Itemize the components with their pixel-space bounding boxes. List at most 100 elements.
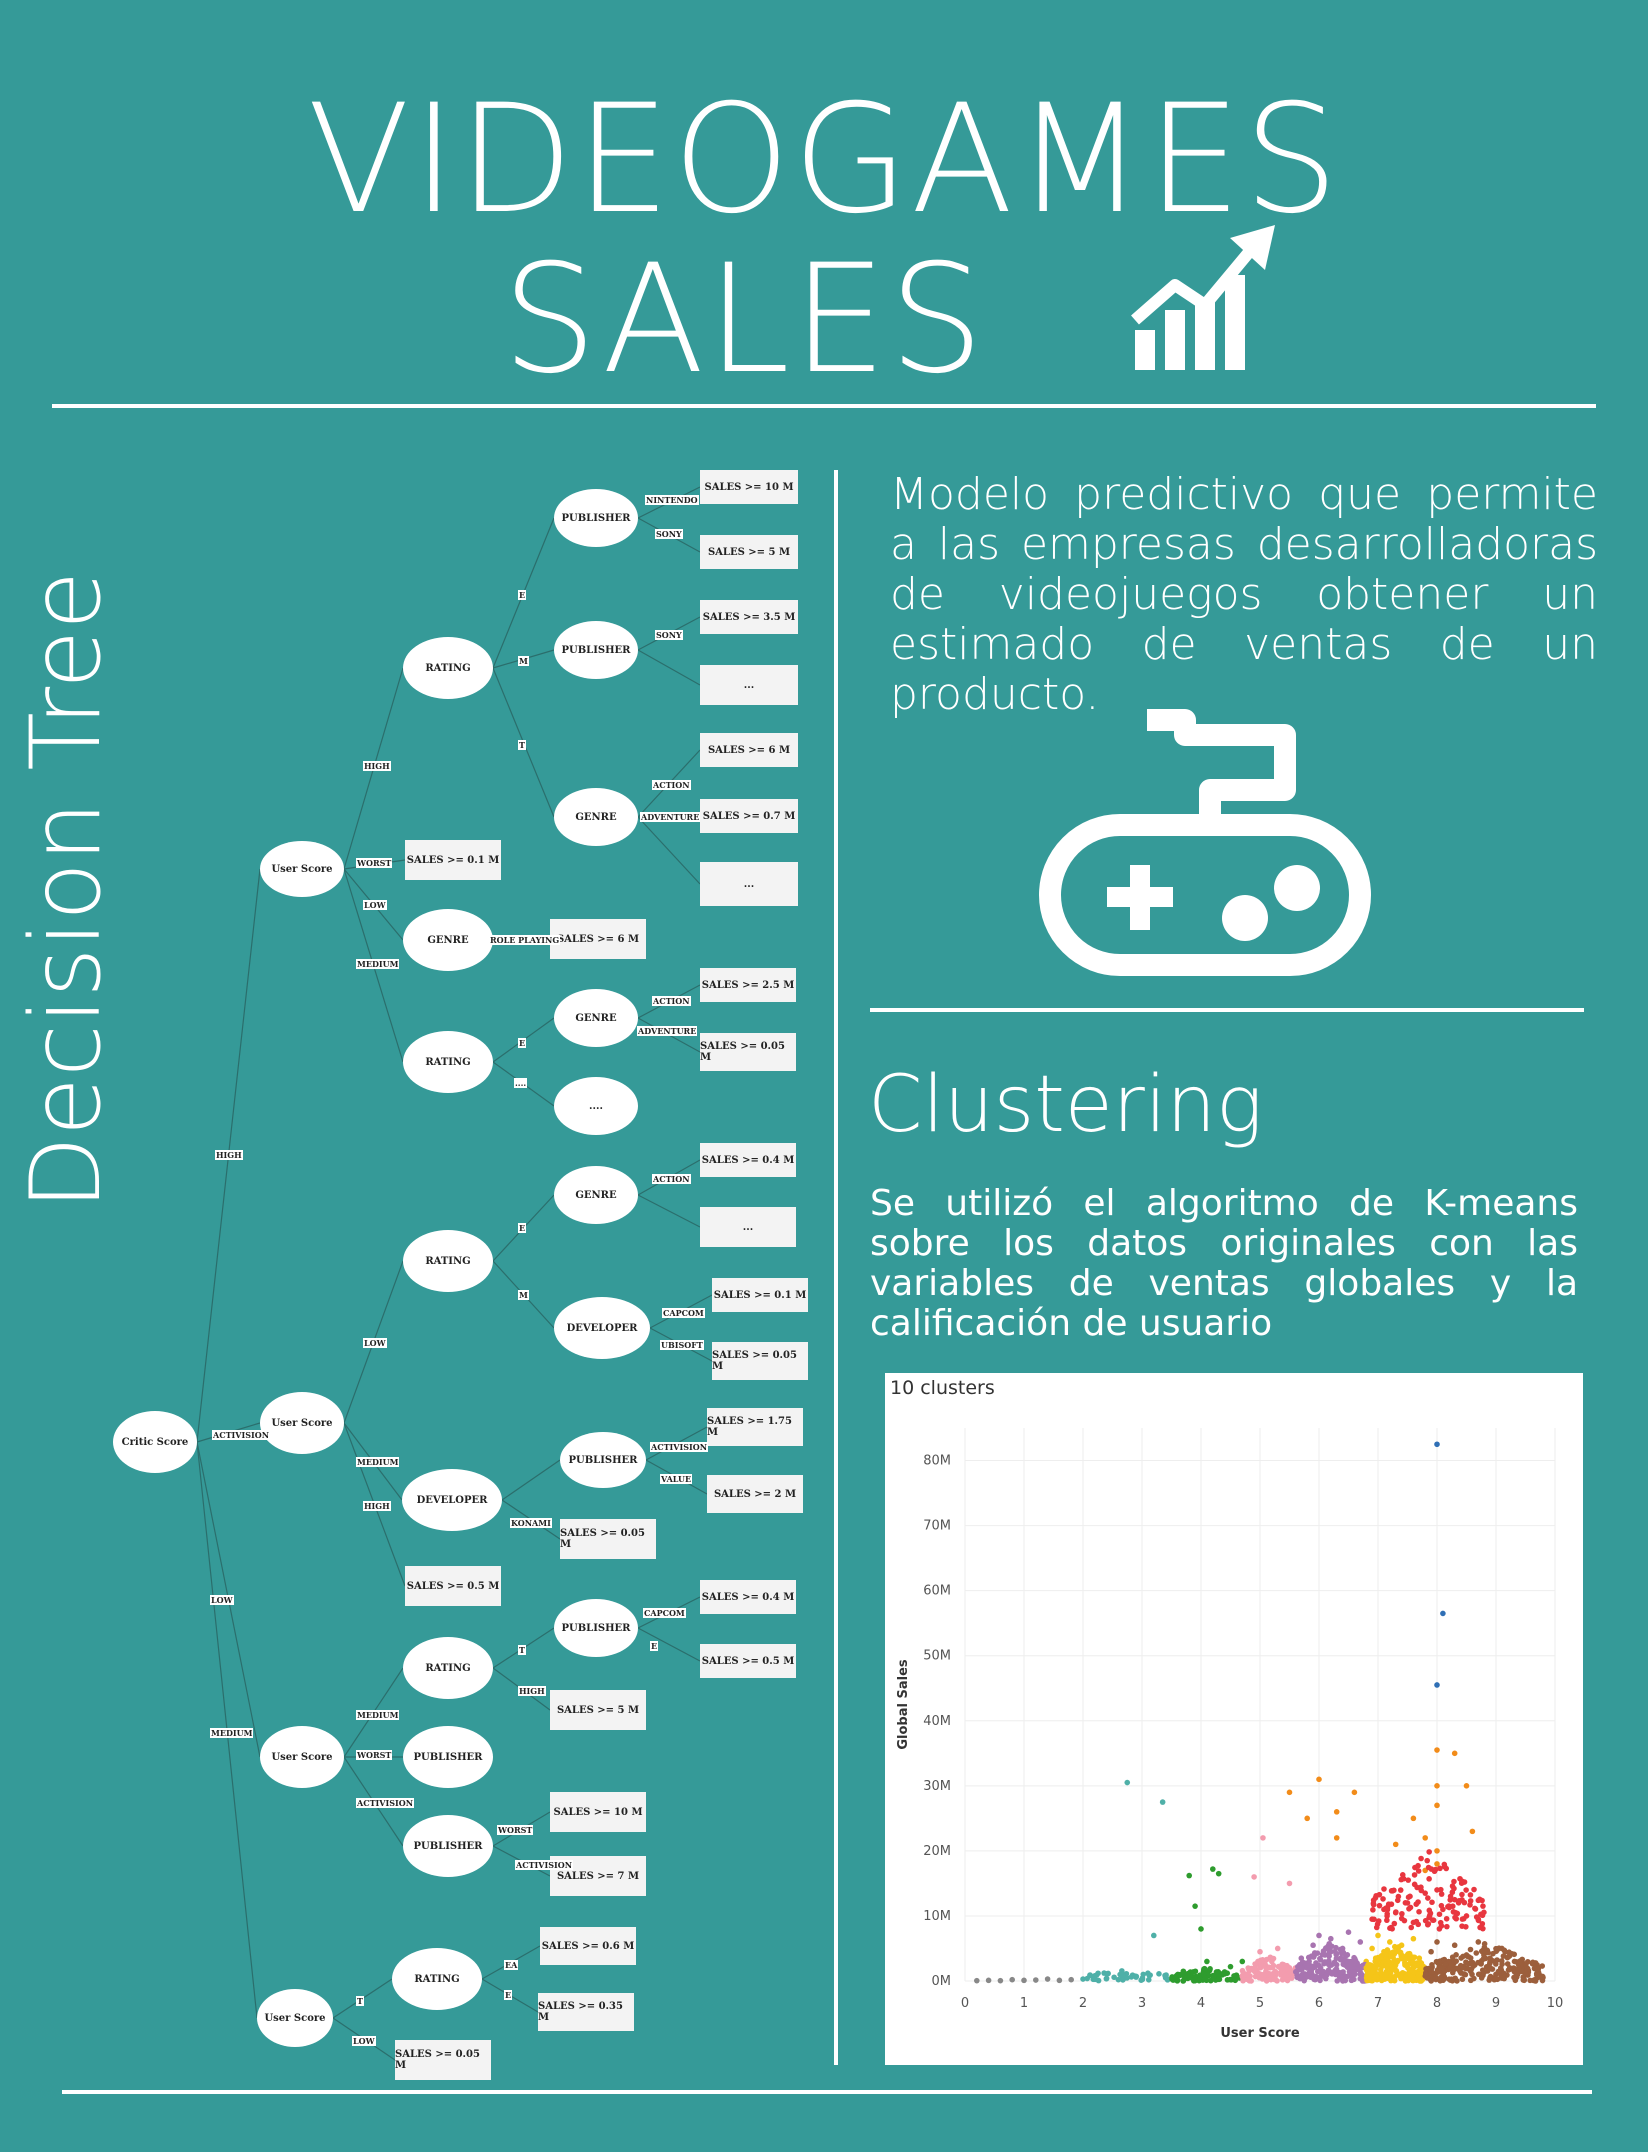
data-point xyxy=(1334,1978,1341,1984)
data-point xyxy=(1402,1900,1409,1906)
data-point xyxy=(1378,1977,1385,1984)
data-point xyxy=(1371,1916,1377,1923)
data-point xyxy=(1520,1977,1527,1983)
data-point xyxy=(1033,1977,1039,1983)
tree-edge-label: LOW xyxy=(363,900,387,910)
data-point xyxy=(1501,1970,1507,1977)
tree-edge-label: CAPCOM xyxy=(643,1608,686,1618)
intro-text: Modelo predictivo que permite a las empr… xyxy=(890,469,1598,720)
tree-edge-label: T xyxy=(518,1645,526,1655)
data-point xyxy=(1451,1878,1457,1885)
data-point xyxy=(1494,1957,1500,1963)
data-point xyxy=(1449,1954,1456,1960)
data-point xyxy=(1473,1950,1480,1956)
data-point xyxy=(1328,1935,1334,1942)
data-point xyxy=(1423,1971,1429,1977)
data-point xyxy=(1511,1958,1518,1965)
tree-edge-label: ADVENTURE xyxy=(637,1026,698,1036)
tree-edge-label: T xyxy=(518,740,526,750)
data-point xyxy=(1500,1953,1507,1959)
data-point xyxy=(1378,1953,1385,1959)
tree-edge-label: EA xyxy=(504,1960,519,1970)
data-point xyxy=(1140,1971,1147,1978)
data-point xyxy=(1185,1971,1191,1978)
data-point xyxy=(1465,1960,1471,1967)
data-point xyxy=(1310,1974,1316,1980)
data-point xyxy=(1260,1835,1266,1841)
data-point xyxy=(1370,1969,1376,1975)
tree-edge-label: ACTIVISION xyxy=(356,1798,415,1808)
data-point xyxy=(1422,1890,1428,1896)
data-point xyxy=(1471,1975,1477,1982)
divider-vertical xyxy=(834,470,838,2065)
data-point xyxy=(1416,1908,1422,1915)
data-point xyxy=(1333,1809,1340,1815)
tree-edge-label: ACTION xyxy=(652,1174,691,1184)
data-point xyxy=(1317,1956,1324,1963)
data-point xyxy=(1501,1947,1508,1954)
data-point xyxy=(1413,1918,1420,1925)
x-axis-label: User Score xyxy=(1220,2026,1299,2041)
data-point xyxy=(1251,1874,1257,1880)
data-point xyxy=(1405,1894,1412,1901)
tree-edge-label: ADVENTURE xyxy=(640,812,701,822)
tree-edge-label: ACTION xyxy=(652,996,691,1006)
tree-edge-label: NINTENDO xyxy=(645,495,699,505)
data-point xyxy=(1372,1955,1379,1961)
data-point xyxy=(1370,1907,1376,1913)
data-point xyxy=(1370,1901,1377,1908)
data-point xyxy=(1326,1953,1332,1959)
data-point xyxy=(1408,1924,1415,1931)
data-point xyxy=(1463,1887,1469,1893)
tree-leaf: SALES >= 5 M xyxy=(550,1690,646,1730)
data-point xyxy=(1424,1857,1431,1864)
data-point xyxy=(1260,1971,1267,1978)
data-point xyxy=(1460,1953,1466,1960)
x-tick-label: 7 xyxy=(1374,1996,1382,2011)
tree-edge-label: WORST xyxy=(356,1750,393,1760)
tree-node: User Score xyxy=(257,1989,333,2047)
data-point xyxy=(1376,1891,1383,1898)
data-point xyxy=(1263,1956,1270,1963)
data-point xyxy=(1318,1969,1325,1976)
tree-leaf: SALES >= 0.4 M xyxy=(700,1580,796,1614)
data-point xyxy=(1410,1935,1417,1942)
data-point xyxy=(1347,1961,1353,1968)
data-point xyxy=(1467,1946,1474,1953)
gamepad-icon xyxy=(1039,709,1371,976)
tree-node: RATING xyxy=(403,1637,493,1699)
data-point xyxy=(1309,1954,1315,1960)
data-point xyxy=(1156,1971,1162,1977)
data-point xyxy=(1255,1958,1261,1965)
x-tick-label: 8 xyxy=(1433,1996,1441,2011)
data-point xyxy=(1128,1974,1135,1980)
data-point xyxy=(1286,1880,1293,1887)
data-point xyxy=(1507,1966,1514,1972)
data-point xyxy=(1227,1963,1234,1970)
data-point xyxy=(1442,1961,1449,1967)
data-point xyxy=(1527,1977,1533,1984)
tree-leaf: SALES >= 0.5 M xyxy=(405,1566,501,1606)
data-point xyxy=(1333,1835,1340,1841)
data-point xyxy=(1469,1959,1476,1966)
data-point xyxy=(1438,1886,1444,1893)
data-point xyxy=(1434,1802,1440,1809)
data-point xyxy=(1177,1971,1183,1978)
data-point xyxy=(1319,1951,1326,1958)
data-point xyxy=(1473,1914,1480,1920)
data-point xyxy=(1263,1978,1270,1984)
tree-edge-label: T xyxy=(356,1996,364,2006)
tree-edge-label: ACTIVISION xyxy=(515,1860,574,1870)
data-point xyxy=(1207,1977,1214,1984)
tree-node: User Score xyxy=(260,1726,344,1788)
data-point xyxy=(1277,1972,1284,1978)
data-point xyxy=(1459,1976,1466,1983)
data-point xyxy=(1479,1912,1486,1919)
data-point xyxy=(1210,1866,1216,1872)
tree-leaf: SALES >= 0.4 M xyxy=(700,1143,796,1177)
data-point xyxy=(985,1977,992,1984)
tree-edge-label: VALUE xyxy=(660,1474,693,1484)
y-tick-label: 70M xyxy=(923,1519,951,1534)
data-point xyxy=(1412,1864,1418,1871)
data-point xyxy=(1384,1911,1391,1917)
